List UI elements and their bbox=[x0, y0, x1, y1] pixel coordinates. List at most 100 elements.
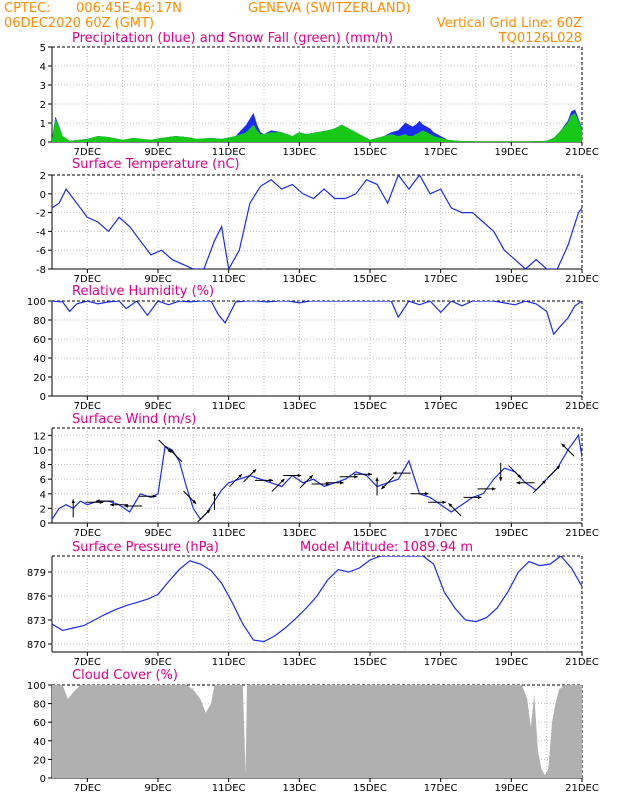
wind-xtick-label: 17DEC bbox=[424, 528, 458, 539]
wind-arrowhead bbox=[492, 487, 496, 491]
precip-ytick-label: 0 bbox=[40, 138, 46, 149]
pres-plot-area bbox=[52, 556, 582, 643]
wind-plot-area bbox=[52, 433, 582, 521]
pres-xtick-label: 7DEC bbox=[74, 657, 101, 668]
cloud-plot-area bbox=[52, 685, 582, 778]
precip-xtick-label: 17DEC bbox=[424, 147, 458, 158]
header-location: GENEVA (SWITZERLAND) bbox=[248, 1, 411, 16]
rh-xtick-label: 9DEC bbox=[144, 401, 171, 412]
pres-ytick-label: 870 bbox=[27, 640, 46, 651]
cloud-xtick-label: 7DEC bbox=[74, 783, 101, 794]
temp-ytick-label: -8 bbox=[36, 265, 46, 276]
precip-xtick-label: 21DEC bbox=[565, 147, 599, 158]
rh-ytick-label: 40 bbox=[33, 354, 46, 365]
pres-ytick-label: 873 bbox=[27, 616, 46, 627]
temp-xtick-label: 9DEC bbox=[144, 274, 171, 285]
wind-series-line bbox=[52, 433, 582, 521]
header-date: 06DEC2020 60Z (GMT) bbox=[4, 16, 154, 31]
temp-ytick-label: 2 bbox=[40, 171, 46, 182]
temp-xtick-label: 13DEC bbox=[282, 274, 316, 285]
rh-xtick-label: 15DEC bbox=[353, 401, 387, 412]
humidity-title: Relative Humidity (%) bbox=[72, 284, 214, 299]
header-source: CPTEC: bbox=[4, 1, 51, 16]
pres-xtick-label: 17DEC bbox=[424, 657, 458, 668]
cloud-xtick-label: 17DEC bbox=[424, 783, 458, 794]
snowfall-area bbox=[52, 113, 582, 142]
wind-arrowhead bbox=[110, 503, 114, 507]
cloud-cover-area bbox=[52, 685, 582, 778]
wind-title: Surface Wind (m/s) bbox=[72, 412, 196, 427]
wind-ytick-label: 8 bbox=[40, 461, 46, 472]
rh-panel: 0 20 40 60 80 100 7DEC 9DEC 11DEC 13DEC 15DEC 17DEC… bbox=[27, 297, 599, 412]
wind-arrowhead bbox=[308, 475, 313, 480]
temp-series-line bbox=[52, 175, 582, 269]
wind-arrowhead bbox=[206, 509, 211, 514]
pres-xtick-label: 9DEC bbox=[144, 657, 171, 668]
wind-xtick-label: 7DEC bbox=[74, 528, 101, 539]
precip-xtick-label: 11DEC bbox=[212, 147, 246, 158]
cloud-xtick-label: 21DEC bbox=[565, 783, 599, 794]
wind-arrowhead bbox=[269, 478, 273, 483]
temp-ytick-label: 0 bbox=[40, 190, 46, 201]
precip-xtick-label: 15DEC bbox=[353, 147, 387, 158]
wind-ytick-label: 6 bbox=[40, 475, 46, 486]
wind-arrowhead bbox=[212, 492, 217, 496]
wind-ytick-label: 12 bbox=[33, 431, 46, 442]
wind-xtick-label: 15DEC bbox=[353, 528, 387, 539]
wind-xtick-label: 21DEC bbox=[565, 528, 599, 539]
wind-panel: 0 2 4 6 8 10 12 7DEC 9DEC 11DEC 13DEC 15DEC 17DEC 19D… bbox=[33, 427, 599, 539]
wind-xtick-label: 13DEC bbox=[282, 528, 316, 539]
cloud-ytick-label: 60 bbox=[33, 718, 46, 729]
wind-arrowhead bbox=[499, 477, 503, 481]
rh-xtick-label: 7DEC bbox=[74, 401, 101, 412]
temp-xtick-label: 17DEC bbox=[424, 274, 458, 285]
pres-series-line bbox=[52, 556, 582, 643]
wind-arrowhead bbox=[556, 465, 560, 470]
temp-xtick-label: 11DEC bbox=[212, 274, 246, 285]
cloud-ytick-label: 100 bbox=[27, 681, 46, 692]
wind-arrowhead bbox=[238, 474, 242, 478]
precip-ytick-label: 3 bbox=[40, 81, 46, 92]
wind-arrowhead bbox=[152, 494, 157, 498]
pres-xtick-label: 13DEC bbox=[282, 657, 316, 668]
wind-xtick-label: 11DEC bbox=[212, 528, 246, 539]
pres-ytick-label: 879 bbox=[27, 568, 46, 579]
pres-xtick-label: 19DEC bbox=[494, 657, 528, 668]
header-model-id: TQ0126L028 bbox=[498, 31, 582, 46]
precip-ytick-label: 5 bbox=[40, 43, 46, 54]
wind-arrowhead bbox=[392, 471, 397, 475]
wind-arrowhead bbox=[381, 485, 386, 490]
cloud-ytick-label: 20 bbox=[33, 755, 46, 766]
wind-arrowhead bbox=[280, 478, 285, 483]
wind-ytick-label: 4 bbox=[40, 490, 46, 501]
precip-xtick-label: 9DEC bbox=[144, 147, 171, 158]
wind-arrowhead bbox=[297, 473, 302, 478]
rh-series-line bbox=[52, 301, 582, 336]
wind-arrowhead bbox=[517, 474, 522, 479]
rh-ytick-label: 20 bbox=[33, 373, 46, 384]
cloud-xtick-label: 19DEC bbox=[494, 783, 528, 794]
pressure-annotation: Model Altitude: 1089.94 m bbox=[300, 540, 473, 555]
temp-panel: -8 -6 -4 -2 0 2 7DEC 9DEC 11DEC 13DEC 15DEC 17DEC 19… bbox=[36, 171, 599, 285]
cloud-xtick-label: 13DEC bbox=[282, 783, 316, 794]
precip-ytick-label: 1 bbox=[40, 119, 46, 130]
cloud-xtick-label: 11DEC bbox=[212, 783, 246, 794]
wind-arrowhead bbox=[252, 469, 257, 473]
rh-xtick-label: 17DEC bbox=[424, 401, 458, 412]
rh-xtick-label: 21DEC bbox=[565, 401, 599, 412]
precip-xtick-label: 13DEC bbox=[282, 147, 316, 158]
precip-title: Precipitation (blue) and Snow Fall (gree… bbox=[72, 31, 393, 46]
wind-arrowhead bbox=[124, 504, 128, 508]
cloud-xtick-label: 9DEC bbox=[144, 783, 171, 794]
wind-arrowhead bbox=[340, 481, 344, 485]
temp-ytick-label: -4 bbox=[36, 227, 46, 238]
precip-ytick-label: 4 bbox=[40, 62, 46, 73]
precip-xtick-label: 19DEC bbox=[494, 147, 528, 158]
temperature-title: Surface Temperature (nC) bbox=[72, 157, 240, 172]
wind-xtick-label: 19DEC bbox=[494, 528, 528, 539]
rh-xtick-label: 19DEC bbox=[494, 401, 528, 412]
temp-xtick-label: 21DEC bbox=[565, 274, 599, 285]
wind-arrowhead bbox=[71, 499, 75, 503]
cloud-ytick-label: 40 bbox=[33, 737, 46, 748]
